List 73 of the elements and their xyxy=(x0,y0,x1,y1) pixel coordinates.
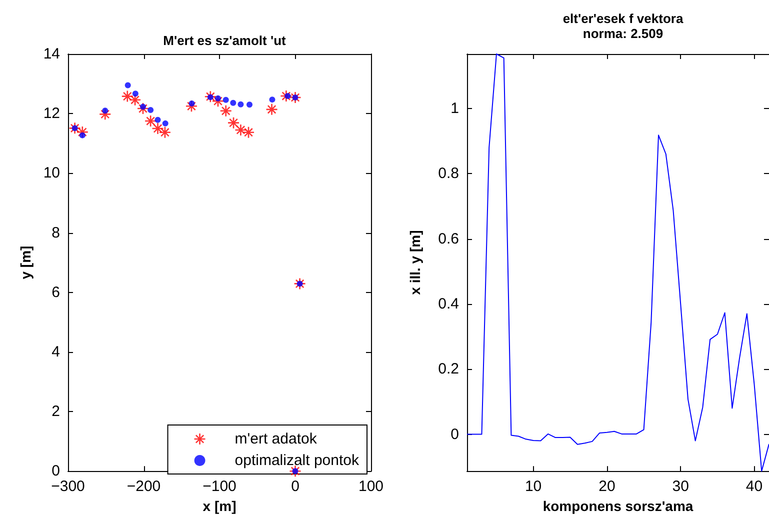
y-tick-label: 8 xyxy=(52,224,60,242)
point xyxy=(238,101,244,108)
point xyxy=(128,94,142,106)
x-tick-label: 20 xyxy=(598,478,616,496)
point xyxy=(289,91,302,104)
y-tick-label: 1 xyxy=(450,100,459,117)
point xyxy=(121,90,134,102)
x-tick-label: −200 xyxy=(126,478,161,496)
point xyxy=(98,108,112,120)
point xyxy=(140,104,146,110)
point xyxy=(136,102,150,115)
chart-title: elt'er'esek f vektora norma: 2.509 xyxy=(562,11,684,41)
point xyxy=(227,116,240,129)
x-tick-label: 30 xyxy=(672,478,689,496)
chart-title: M'ert es sz'amolt 'ut xyxy=(163,33,287,48)
y-tick-label: 14 xyxy=(43,46,60,62)
point xyxy=(294,278,306,290)
point xyxy=(212,94,224,108)
y-tick-label: 0.6 xyxy=(438,230,459,248)
y-tick-label: 0.2 xyxy=(438,360,459,378)
point xyxy=(144,114,157,128)
line-series xyxy=(466,54,769,472)
point xyxy=(79,132,86,138)
point xyxy=(162,120,168,126)
point xyxy=(269,96,276,103)
point xyxy=(68,122,81,134)
y-tick-label: 0 xyxy=(52,462,60,480)
point xyxy=(280,90,292,102)
point xyxy=(185,100,198,112)
point xyxy=(132,90,138,97)
point xyxy=(220,104,232,118)
point xyxy=(242,126,255,139)
point xyxy=(292,94,298,100)
point xyxy=(124,82,131,88)
x-axis-title: komponens sorsz'ama xyxy=(542,498,694,514)
point xyxy=(296,280,303,287)
x-tick-label: 40 xyxy=(746,478,763,496)
point xyxy=(230,100,236,106)
point xyxy=(76,126,89,138)
point xyxy=(292,468,298,474)
x-tick-label: 100 xyxy=(358,478,384,496)
y-tick-label: 0 xyxy=(450,426,459,443)
x-tick-label: −100 xyxy=(202,478,236,496)
y-tick-label: 6 xyxy=(52,284,60,301)
y-tick-label: 10 xyxy=(43,164,60,182)
point xyxy=(234,124,247,136)
point xyxy=(266,103,278,116)
point xyxy=(207,94,214,100)
x-axis-title: x [m] xyxy=(202,498,236,514)
point xyxy=(246,102,252,108)
point xyxy=(214,95,221,102)
y-tick-label: 2 xyxy=(52,403,60,420)
y-tick-label: 0.4 xyxy=(438,295,459,312)
point xyxy=(72,125,78,132)
point xyxy=(188,100,195,106)
point xyxy=(152,122,164,135)
legend-label: optimalizalt pontok xyxy=(234,452,360,469)
x-tick-label: −300 xyxy=(51,478,85,496)
y-axis-title: x ill. y [m] xyxy=(407,230,423,295)
point xyxy=(222,96,229,103)
point xyxy=(204,90,217,103)
y-tick-label: 0.8 xyxy=(438,165,459,182)
x-tick-label: 0 xyxy=(291,478,300,496)
y-axis-title: y [m] xyxy=(17,246,34,280)
point xyxy=(284,93,291,100)
y-tick-label: 4 xyxy=(52,343,60,360)
point xyxy=(148,107,154,114)
point xyxy=(102,108,108,114)
legend-label: m'ert adatok xyxy=(234,430,318,448)
point xyxy=(154,116,161,123)
y-tick-label: 12 xyxy=(43,105,60,122)
point xyxy=(158,126,172,139)
x-tick-label: 10 xyxy=(524,478,542,496)
